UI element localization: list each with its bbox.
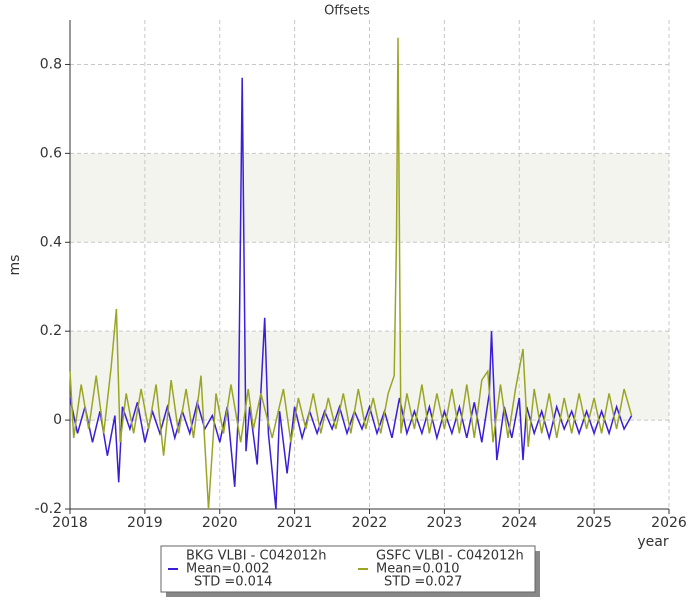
y-tick-label: 0.8 xyxy=(40,56,62,72)
y-tick-label: -0.2 xyxy=(35,501,62,517)
y-axis-label: ms xyxy=(7,255,23,276)
series-line xyxy=(69,37,633,510)
y-tick-label: 0.2 xyxy=(40,323,62,339)
legend-std: STD =0.014 xyxy=(194,575,272,590)
x-tick-label: 2023 xyxy=(427,515,463,531)
x-tick-label: 2026 xyxy=(651,515,687,531)
x-tick-label: 2018 xyxy=(52,515,88,531)
legend-label: BKG VLBI - C042012h xyxy=(186,549,326,564)
y-tick-label: 0.6 xyxy=(40,145,62,161)
legend-mean: Mean=0.002 xyxy=(186,562,270,577)
x-tick-label: 2020 xyxy=(202,515,238,531)
legend-mean: Mean=0.010 xyxy=(376,562,460,577)
y-tick-label: 0 xyxy=(53,412,62,428)
legend-box xyxy=(160,545,536,593)
x-axis-label: year xyxy=(637,534,668,550)
legend-std: STD =0.027 xyxy=(384,575,462,590)
x-tick-label: 2024 xyxy=(501,515,537,531)
x-tick-label: 2022 xyxy=(352,515,388,531)
x-tick-label: 2019 xyxy=(127,515,163,531)
chart-title: Offsets xyxy=(324,4,370,19)
x-tick-label: 2025 xyxy=(576,515,612,531)
y-tick-label: 0.4 xyxy=(40,234,62,250)
legend-label: GSFC VLBI - C042012h xyxy=(376,549,524,564)
x-tick-label: 2021 xyxy=(277,515,313,531)
